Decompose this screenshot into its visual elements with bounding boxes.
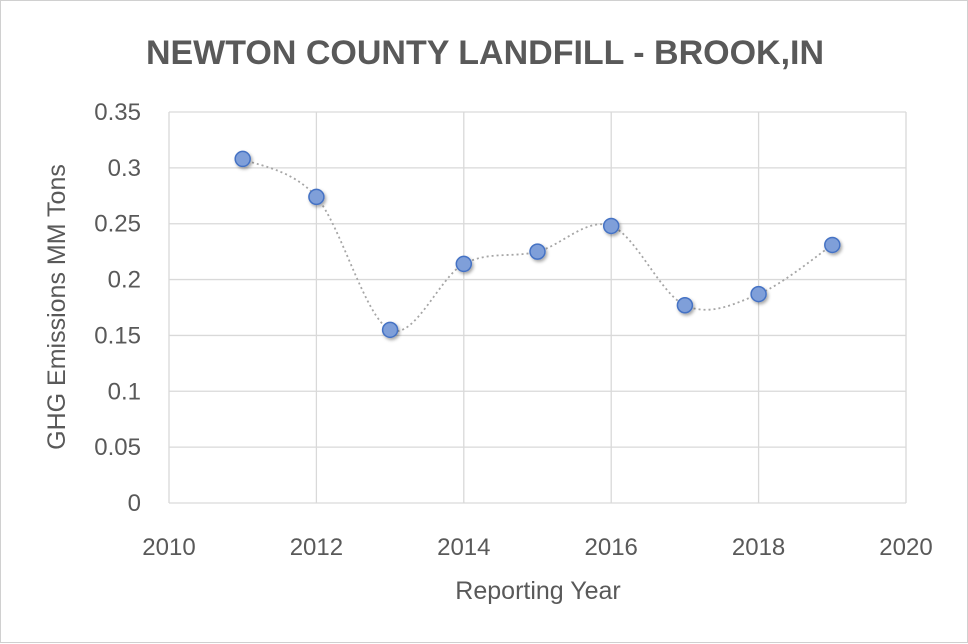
x-tick-label: 2012 [290,534,343,561]
y-tick-label: 0.3 [108,155,141,182]
x-axis-title: Reporting Year [455,577,620,605]
y-axis-title: GHG Emissions MM Tons [43,164,71,450]
x-tick-label: 2020 [879,534,932,561]
grid-lines [168,111,907,504]
data-point [529,243,546,260]
y-tick-label: 0.15 [94,322,141,349]
y-tick-label: 0.2 [108,267,141,294]
data-point [676,297,694,314]
x-tick-label: 2018 [732,534,785,561]
data-point [602,217,620,235]
data-point [234,150,251,168]
data-point [308,188,325,206]
data-point [455,255,473,273]
y-tick-label: 0 [128,490,141,517]
y-tick-label: 0.1 [108,378,141,405]
data-point [750,285,767,303]
x-tick-labels: 2010 2012 2014 2016 2018 2020 [142,534,932,561]
x-tick-label: 2016 [585,534,638,561]
y-tick-labels: 0 0.05 0.1 0.15 0.2 0.25 0.3 0.35 [94,99,141,517]
data-point [824,236,841,254]
y-tick-label: 0.05 [94,434,141,461]
chart-title: NEWTON COUNTY LANDFILL - BROOK,IN [146,34,824,72]
data-points [234,150,841,339]
y-tick-label: 0.35 [94,99,141,126]
data-point [381,321,399,339]
x-tick-label: 2014 [437,534,490,561]
y-tick-label: 0.25 [94,211,141,238]
x-tick-label: 2010 [142,534,195,561]
